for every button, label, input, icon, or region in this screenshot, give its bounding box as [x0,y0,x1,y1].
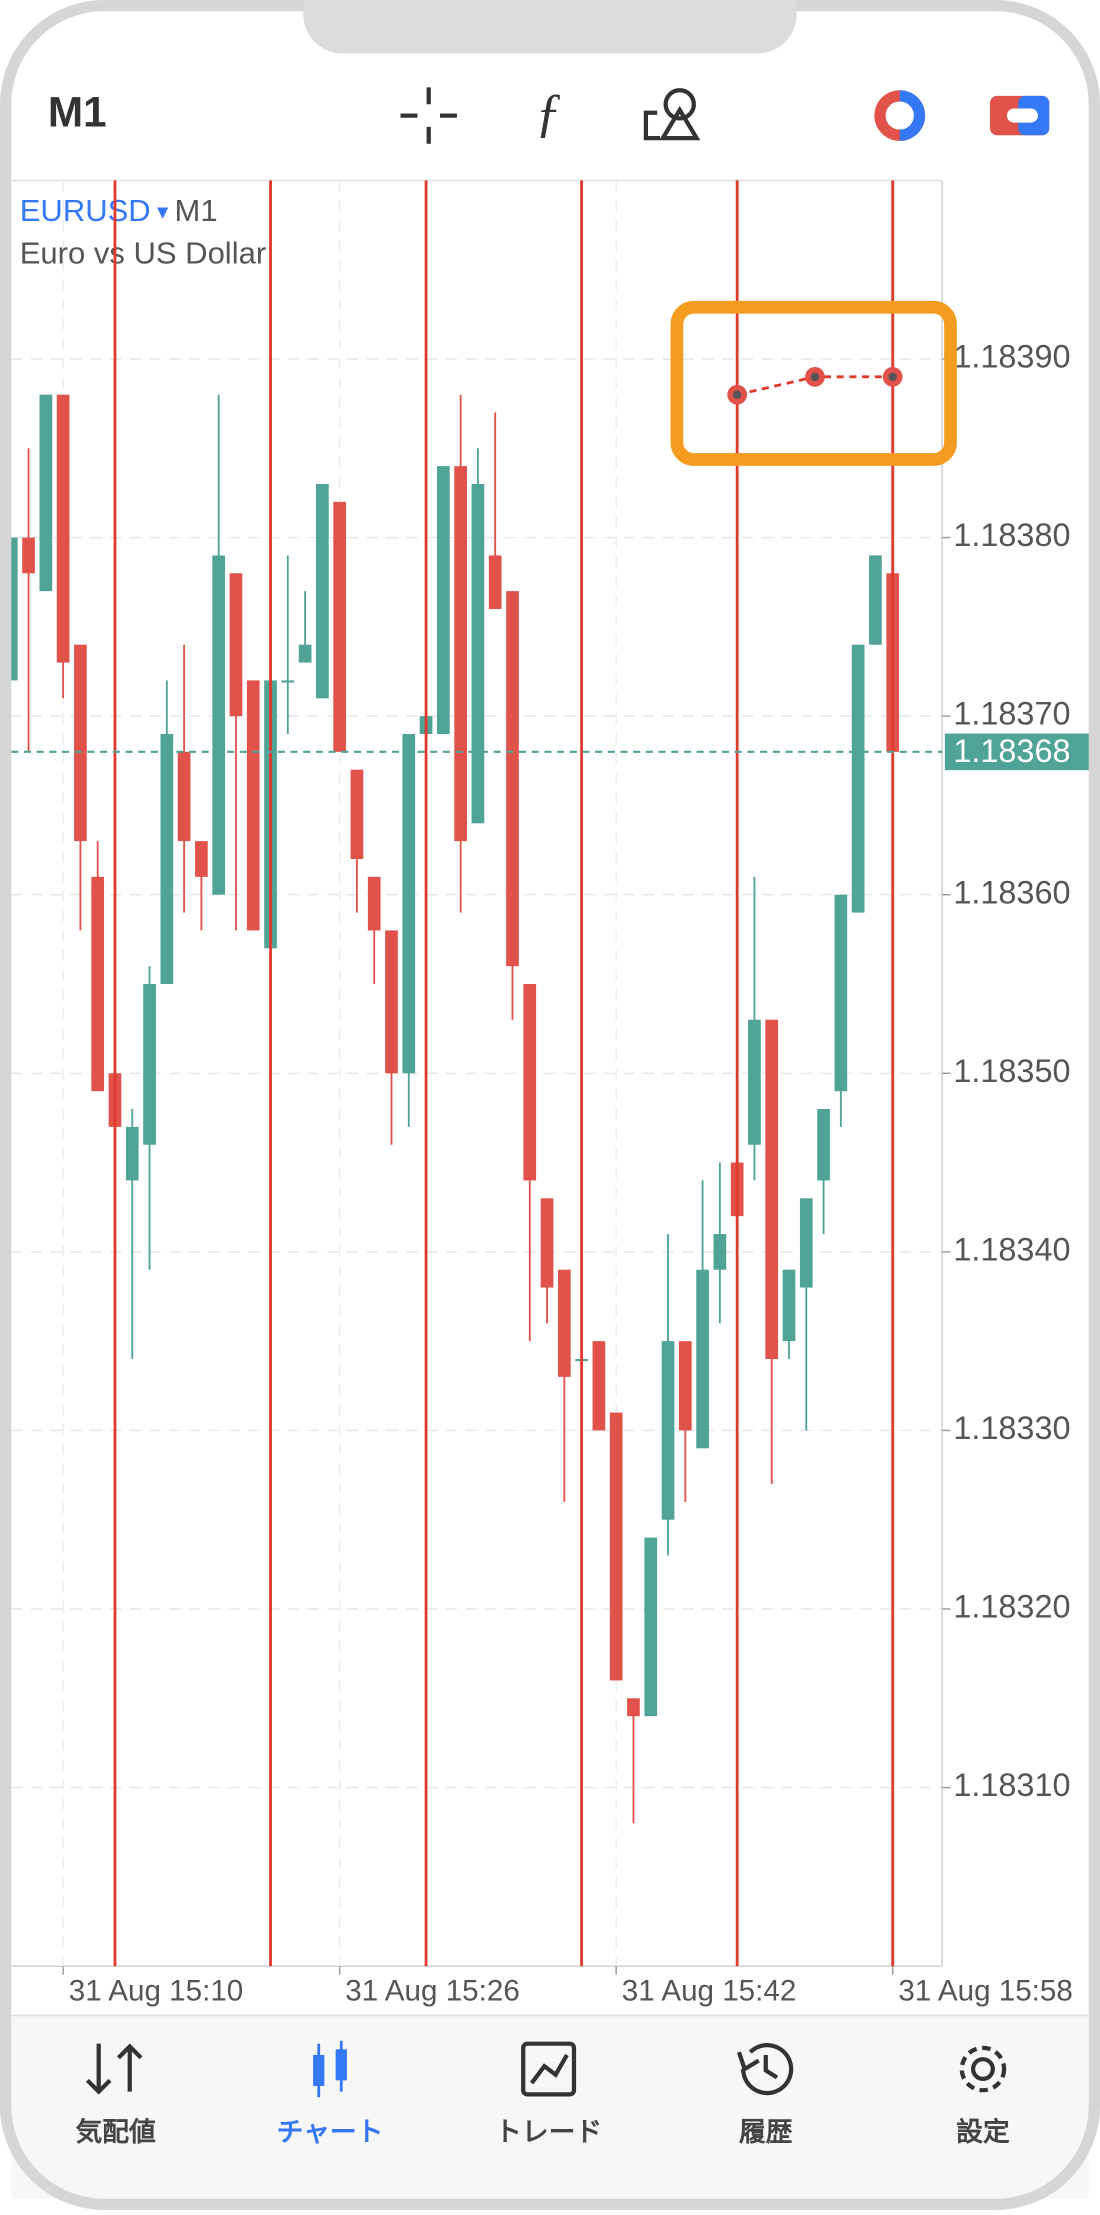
candle-body [748,1019,761,1145]
candle-body [350,769,364,859]
y-tick-label: 1.18310 [953,1767,1070,1803]
nav-label[interactable]: 気配値 [75,2116,156,2147]
nav-label[interactable]: 履歴 [739,2117,793,2147]
highlight-box [670,300,957,466]
y-tick-label: 1.18360 [953,874,1070,910]
candle-body [661,1341,675,1520]
candle-body [333,501,346,752]
candle-body [869,555,882,645]
current-price-badge [944,733,1100,771]
x-tick-label: 31 Aug 15:10 [69,1975,244,2008]
candle-body [56,394,70,663]
symbol-header: EURUSD ▾ M1 [20,193,218,228]
symbol-dropdown[interactable]: ▾ [151,199,175,224]
candle-body [22,537,35,574]
candle-body [817,1109,830,1181]
candle-body [488,555,502,609]
nav-label[interactable]: 設定 [956,2116,1010,2147]
trade-nav-icon[interactable] [521,2041,577,2097]
candle-body [851,644,865,913]
chart-icon[interactable] [313,2040,347,2098]
account-icon[interactable] [990,95,1050,136]
anchor-point-center [732,390,742,399]
y-tick-label: 1.18380 [953,517,1070,553]
candle-body [627,1698,640,1717]
candle-body [39,394,53,592]
candle-body [143,983,156,1145]
current-price-label: 1.18368 [953,733,1070,769]
candle-body [609,1412,623,1681]
candle-body [125,1126,139,1181]
candle-body [782,1269,796,1342]
objects-icon[interactable] [643,88,701,141]
y-tick-label: 1.18370 [953,696,1070,732]
y-tick-label: 1.18320 [953,1589,1070,1625]
nav-label[interactable]: チャート [277,2117,384,2147]
candle-body [557,1269,571,1377]
candle-body [246,680,260,931]
candle-body [298,644,312,663]
nav-label[interactable]: トレード [495,2117,602,2147]
x-tick-label: 31 Aug 15:42 [622,1975,797,2008]
candle-body [696,1269,709,1449]
trade-icon[interactable] [874,90,926,141]
candle-body [229,573,243,717]
candle-body [834,894,848,1092]
candle-body [316,483,329,699]
indicators-icon[interactable]: ƒ [535,83,562,143]
y-tick-label: 1.18350 [953,1053,1070,1089]
candle-body [454,466,467,842]
candle-body [160,733,174,984]
y-tick-label: 1.18330 [953,1410,1070,1446]
nav: 気配値 チャート トレード 履歴 設定 [75,2116,1009,2147]
chart-area: 1.18390 1.18380 1.18370 1.18360 1.18350 1.183… [4,179,1100,2008]
history-icon[interactable] [736,2043,794,2096]
candle-body [471,483,485,824]
candle-body [678,1341,692,1431]
candle-body [523,983,537,1181]
crosshair-icon[interactable] [400,87,457,144]
anchor-point-center [888,372,897,382]
candle-body [437,466,450,734]
settings-icon[interactable] [959,2045,1007,2093]
quotes-icon[interactable] [85,2043,143,2095]
candle-body [367,876,381,931]
candle-body [506,591,519,967]
candle-body [177,751,191,842]
y-tick-label: 1.18390 [953,339,1070,375]
candle-body [799,1198,813,1288]
x-tick-label: 31 Aug 15:26 [345,1975,520,2008]
x-tick-label: 31 Aug 15:58 [898,1975,1073,2008]
candle-body [74,644,87,842]
bottom-bar [11,2015,1089,2199]
symbol: EURUSD [20,193,151,228]
candle-body [281,680,295,683]
notch [303,0,797,54]
candle-body [592,1341,606,1431]
chart-timeframe: M1 [175,193,218,228]
candle-body [644,1537,658,1717]
y-tick-label: 1.18340 [953,1231,1070,1267]
candle-body [91,876,105,1092]
anchor-point-center [810,372,820,382]
symbol-description: Euro vs US Dollar [20,235,266,270]
candle-body [540,1198,554,1288]
candle-body [385,930,398,1074]
timeframe-button[interactable]: M1 [48,89,107,136]
candle-body [195,841,208,877]
candle-body [212,555,226,895]
candle-body [765,1019,779,1360]
candle-body [713,1234,727,1270]
candle-body [402,733,416,1074]
